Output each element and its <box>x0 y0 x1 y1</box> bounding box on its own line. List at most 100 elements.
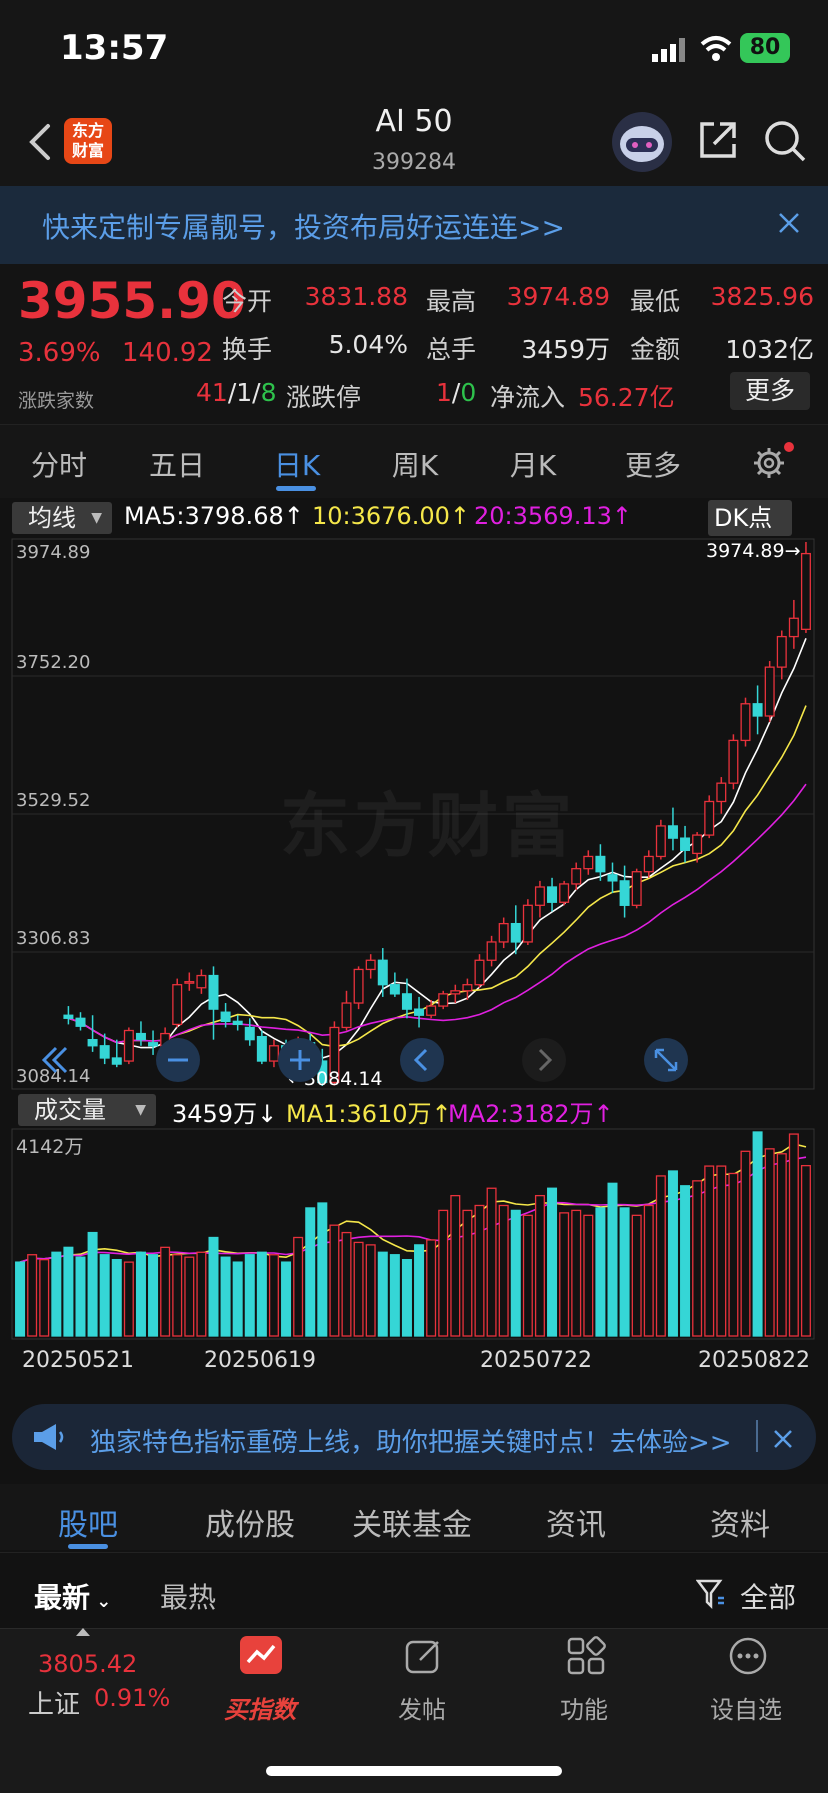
candle <box>426 1005 437 1016</box>
share-icon[interactable] <box>696 118 740 162</box>
filter-icon[interactable] <box>696 1578 726 1610</box>
volume-bar <box>788 1133 799 1337</box>
candle <box>123 1029 134 1062</box>
zoom-in-button[interactable] <box>278 1038 322 1082</box>
candle <box>341 1002 352 1029</box>
post-icon[interactable] <box>404 1636 444 1676</box>
buy-index-icon[interactable] <box>240 1636 282 1674</box>
date-label-2: 20250619 <box>204 1348 316 1373</box>
tab-related-funds[interactable]: 关联基金 <box>352 1508 472 1543</box>
sort-hot[interactable]: 最热 <box>160 1581 217 1614</box>
quote-panel <box>0 264 828 424</box>
tab-news[interactable]: 资讯 <box>546 1508 606 1543</box>
tab-daily-k[interactable]: 日K <box>273 449 321 482</box>
candle <box>220 1011 231 1022</box>
sh-index-pct[interactable]: 0.91% <box>94 1684 171 1712</box>
close-icon[interactable] <box>772 1428 794 1450</box>
close-icon[interactable] <box>774 208 804 238</box>
post-button[interactable]: 发帖 <box>398 1696 446 1724</box>
search-icon[interactable] <box>762 118 808 164</box>
volume-ma1: MA1:3610万↑ <box>286 1100 452 1128</box>
tab-forum[interactable]: 股吧 <box>58 1508 118 1543</box>
change-amount: 140.92 <box>122 338 213 368</box>
candle <box>716 782 727 803</box>
volume-bar <box>474 1204 485 1337</box>
inflow-label: 净流入 <box>490 383 566 412</box>
volume-bar <box>15 1261 26 1337</box>
candle <box>63 1014 74 1019</box>
indicator-select[interactable]: 均线 ▼ <box>12 502 112 534</box>
apps-icon[interactable] <box>566 1636 606 1676</box>
sort-latest[interactable]: 最新 ⌄ <box>34 1581 112 1614</box>
add-watchlist-button[interactable]: 设自选 <box>710 1696 782 1724</box>
promo-banner-text[interactable]: 快来定制专属靓号，投资布局好运连连>> <box>42 211 565 244</box>
volume-bar <box>196 1251 207 1337</box>
rewind-icon[interactable] <box>34 1040 74 1080</box>
candle <box>135 1032 146 1041</box>
candle <box>196 974 207 989</box>
candle <box>522 904 533 943</box>
robot-assistant-icon[interactable] <box>612 112 672 172</box>
tab-five-day[interactable]: 五日 <box>148 449 205 482</box>
turnover-label: 换手 <box>222 335 273 364</box>
volume-bar <box>401 1259 412 1337</box>
feature-ad-text[interactable]: 独家特色指标重磅上线，助你把握关键时点！去体验>> <box>90 1428 732 1458</box>
candle <box>498 922 509 943</box>
plus-icon <box>290 1050 310 1070</box>
zoom-out-button[interactable] <box>156 1038 200 1082</box>
candle <box>655 825 666 858</box>
volume-label: 总手 <box>426 335 477 364</box>
home-indicator <box>266 1766 562 1776</box>
active-section-indicator <box>68 1544 108 1549</box>
volume-bar <box>800 1164 811 1337</box>
candle <box>438 993 449 1007</box>
volume-bar <box>51 1251 62 1337</box>
scroll-left-button[interactable] <box>400 1038 444 1082</box>
candle <box>571 868 582 885</box>
tab-intraday[interactable]: 分时 <box>30 449 87 482</box>
volume-bar <box>63 1246 74 1337</box>
more-button[interactable]: 更多 <box>730 372 810 410</box>
feature-ad-banner[interactable] <box>12 1404 816 1470</box>
tab-monthly-k[interactable]: 月K <box>509 449 557 482</box>
back-icon[interactable] <box>26 122 54 162</box>
fullscreen-button[interactable] <box>644 1038 688 1082</box>
gear-icon[interactable] <box>752 446 786 480</box>
tab-profile[interactable]: 资料 <box>710 1508 770 1543</box>
sh-index-name[interactable]: 上证 <box>28 1690 81 1720</box>
volume-ma2: MA2:3182万↑ <box>448 1100 614 1128</box>
signal-icon <box>652 38 685 62</box>
volume-indicator-select[interactable]: 成交量 ▼ <box>18 1094 156 1126</box>
date-label-4: 20250822 <box>698 1348 810 1373</box>
tab-weekly-k[interactable]: 周K <box>391 449 439 482</box>
volume-bar <box>160 1246 171 1337</box>
candle <box>184 981 195 984</box>
divider <box>756 1420 758 1452</box>
candle <box>643 855 654 873</box>
dk-point-button[interactable]: DK点 <box>708 500 792 536</box>
promo-banner[interactable] <box>0 186 828 264</box>
tab-constituents[interactable]: 成份股 <box>205 1508 295 1543</box>
candle <box>740 703 751 742</box>
sh-index-value[interactable]: 3805.42 <box>38 1650 138 1678</box>
scroll-right-button[interactable] <box>522 1038 566 1082</box>
amount-value: 1032亿 <box>725 335 814 364</box>
candle <box>474 959 485 986</box>
volume-bar <box>414 1244 425 1337</box>
filter-all[interactable]: 全部 <box>740 1581 797 1614</box>
more-dots-icon[interactable] <box>728 1636 768 1676</box>
candle <box>172 984 183 1026</box>
candle <box>111 1057 122 1065</box>
kline-chart[interactable] <box>0 538 828 1090</box>
limit-values: 1/0 <box>436 378 477 407</box>
buy-index-button[interactable]: 买指数 <box>224 1696 296 1724</box>
function-button[interactable]: 功能 <box>560 1696 608 1724</box>
candle <box>148 1042 159 1047</box>
volume-bar <box>39 1259 50 1337</box>
volume-chart[interactable] <box>0 1128 828 1340</box>
candle <box>595 855 606 873</box>
tab-more[interactable]: 更多 <box>624 449 681 482</box>
candle <box>547 886 558 903</box>
volume-max-label: 4142万 <box>16 1136 84 1158</box>
candle <box>450 990 461 995</box>
